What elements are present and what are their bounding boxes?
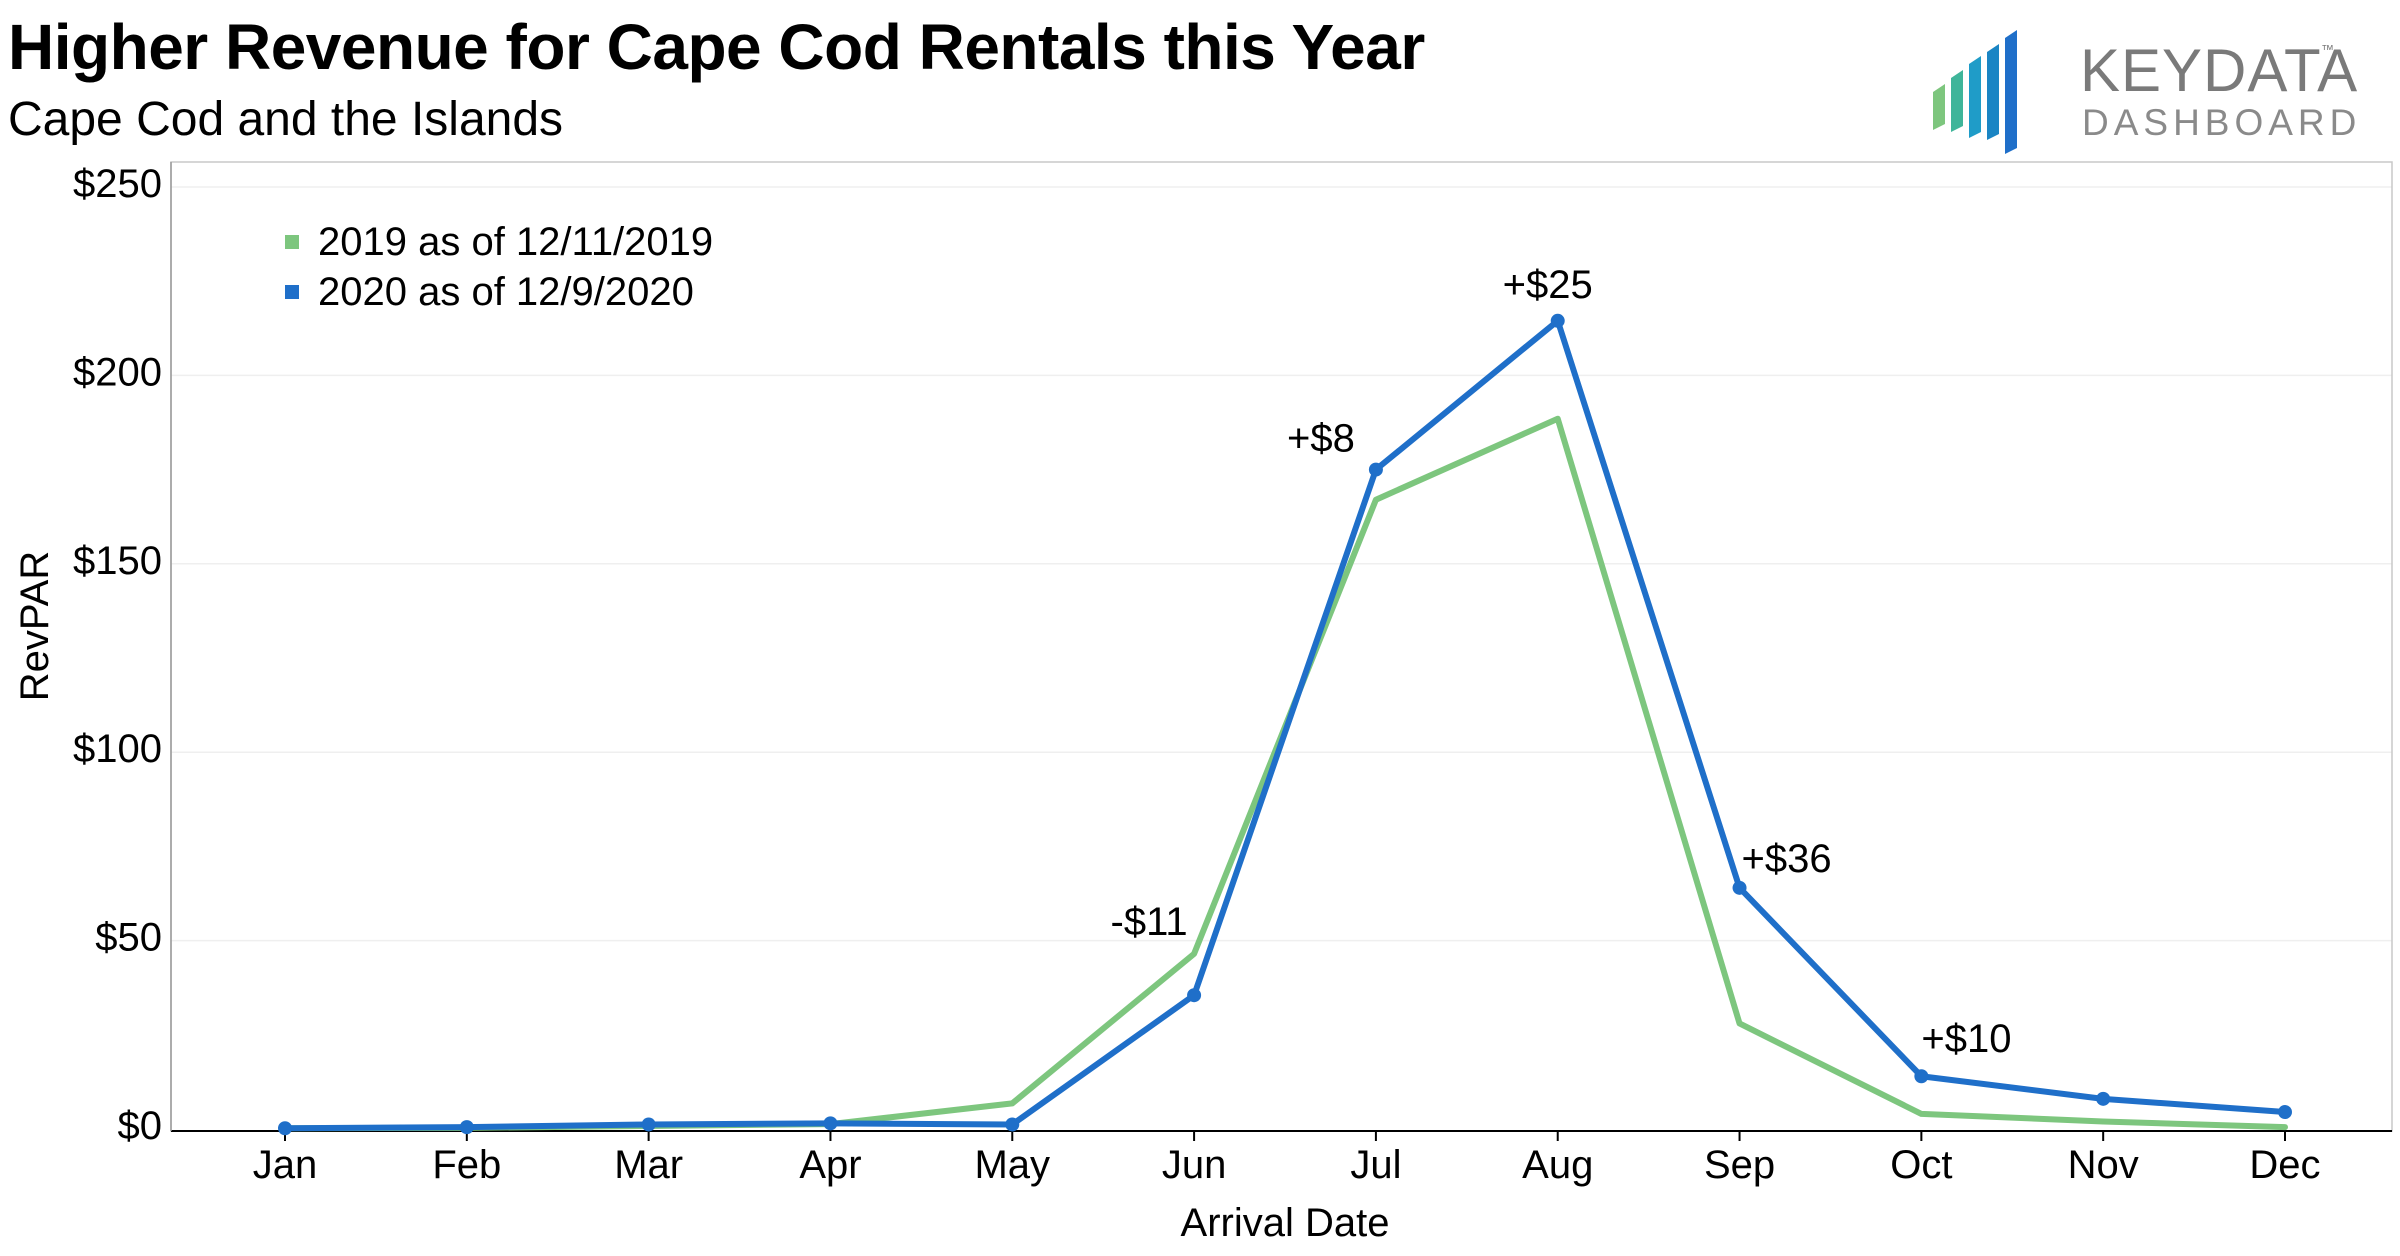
x-tick-label: Aug [1522,1143,1593,1187]
logo-bar-2 [1951,70,1963,132]
data-point [1914,1069,1929,1084]
x-tick-label: Mar [614,1143,683,1187]
x-tick-label: Dec [2249,1143,2320,1187]
y-tick-label: $150 [73,539,162,583]
legend-label: 2020 as of 12/9/2020 [318,270,694,314]
logo-bar-3 [1969,56,1981,138]
chart-subtitle: Cape Cod and the Islands [8,93,564,146]
x-axis-title: Arrival Date [1181,1201,1390,1245]
y-tick-label: $200 [73,350,162,394]
x-tick-label: Jul [1350,1143,1401,1187]
series-line-2 [282,317,2288,1132]
data-annotation-label: +$25 [1503,263,1593,307]
y-tick-label: $50 [95,916,162,960]
x-tick-label: Jun [1162,1143,1227,1187]
data-point [1732,880,1747,895]
data-point [1368,462,1383,477]
data-annotation-label: -$11 [1111,900,1188,944]
data-annotation-label: +$36 [1742,837,1832,881]
y-tick-label: $250 [73,162,162,206]
data-point [278,1121,292,1136]
legend-label: 2019 as of 12/11/2019 [318,220,713,264]
data-annotation-label: +$8 [1287,417,1355,461]
x-tick-label: Sep [1704,1143,1775,1187]
data-point [2096,1091,2111,1106]
y-tick-label: $0 [118,1104,163,1148]
data-point [459,1120,474,1135]
data-point [823,1116,838,1131]
data-point [1550,313,1565,328]
logo-bar-5 [2005,30,2017,154]
y-axis-title: RevPAR [13,551,57,701]
y-tick-label: $100 [73,727,162,771]
data-point [1187,988,1202,1003]
x-tick-label: May [974,1143,1050,1187]
x-tick-label: Oct [1890,1143,1952,1187]
legend-swatch [285,235,299,249]
logo-trademark: ™ [2321,42,2334,57]
keydata-logo: KEYDATA ™ DASHBOARD [1925,22,2357,157]
logo-bar-1 [1933,84,1945,130]
x-tick-label: Jan [253,1143,318,1187]
data-point [2278,1105,2292,1120]
data-point [1005,1117,1020,1132]
x-tick-label: Nov [2068,1143,2139,1187]
logo-tagline: DASHBOARD [2082,102,2362,143]
logo-bar-4 [1987,44,1999,140]
chart-title: Higher Revenue for Cape Cod Rentals this… [8,11,1425,83]
data-annotation-label: +$10 [1921,1017,2011,1061]
x-tick-label: Feb [432,1143,501,1187]
logo-wordmark: KEYDATA [2080,37,2359,104]
data-point [641,1117,656,1132]
legend-swatch [285,285,299,299]
x-tick-label: Apr [799,1143,861,1187]
logo-bars-icon [1933,30,2017,154]
